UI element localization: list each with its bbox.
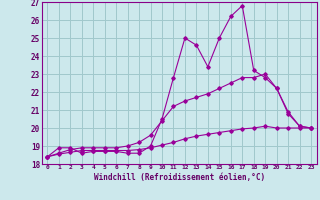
X-axis label: Windchill (Refroidissement éolien,°C): Windchill (Refroidissement éolien,°C): [94, 173, 265, 182]
